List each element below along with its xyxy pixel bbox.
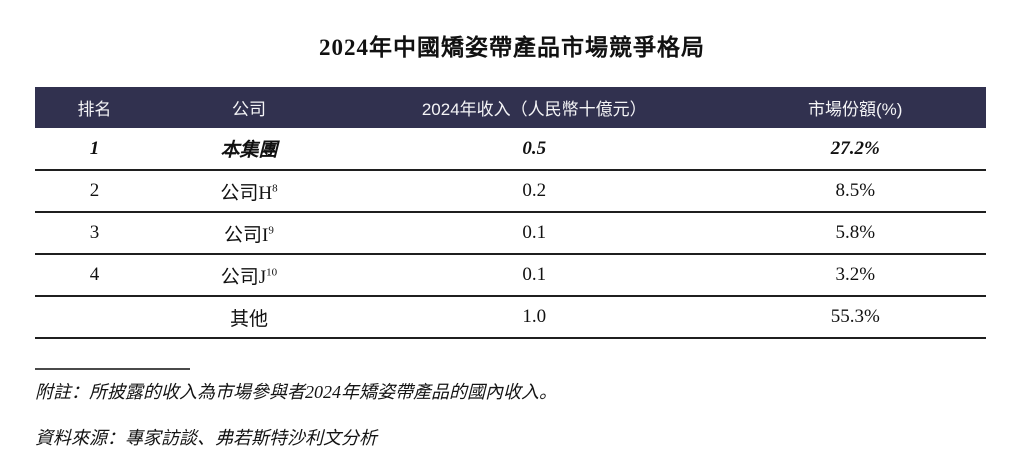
column-header-company: 公司: [153, 87, 345, 128]
footnote-divider: [35, 368, 190, 370]
rank-cell: 4: [35, 254, 154, 297]
revenue-cell: 0.1: [344, 212, 725, 255]
rank-cell: [35, 296, 154, 339]
share-cell: 27.2%: [724, 128, 986, 171]
revenue-cell: 0.2: [344, 170, 725, 213]
column-header-revenue: 2024年收入（人民幣十億元）: [344, 87, 725, 128]
table-header: 排名 公司 2024年收入（人民幣十億元） 市場份額(%): [35, 87, 986, 128]
company-name: 公司J: [220, 266, 267, 288]
revenue-cell: 1.0: [344, 296, 725, 339]
page-title: 2024年中國矯姿帶產品市場競爭格局: [319, 35, 705, 60]
footnote: 附註：所披露的收入為市場參與者2024年矯姿帶產品的國內收入。: [35, 382, 557, 402]
column-header-share: 市場份額(%): [724, 87, 986, 128]
company-footnote-sup: 10: [266, 266, 278, 279]
rank-cell: 3: [35, 212, 154, 255]
company-name: 公司H: [220, 182, 273, 204]
company-cell: 其他: [153, 296, 345, 339]
company-cell: 本集團: [153, 128, 345, 171]
table-row: 3 公司I9 0.1 5.8%: [35, 212, 986, 255]
data-source: 資料來源：專家訪談、弗若斯特沙利文分析: [35, 428, 377, 448]
company-name: 公司I: [224, 224, 269, 246]
share-cell: 8.5%: [724, 170, 986, 213]
rank-cell: 2: [35, 170, 154, 213]
table-row: 4 公司J10 0.1 3.2%: [35, 254, 986, 297]
revenue-cell: 0.1: [344, 254, 725, 297]
company-cell: 公司H8: [153, 170, 345, 213]
company-footnote-sup: 8: [272, 182, 278, 195]
company-name: 本集團: [220, 140, 278, 161]
table-row: 1 本集團 0.5 27.2%: [35, 128, 986, 171]
share-cell: 55.3%: [724, 296, 986, 339]
market-share-table: 排名 公司 2024年收入（人民幣十億元） 市場份額(%) 1 本集團 0.5 …: [35, 87, 986, 339]
company-cell: 公司I9: [153, 212, 345, 255]
company-footnote-sup: 9: [268, 224, 274, 237]
share-cell: 5.8%: [724, 212, 986, 255]
company-cell: 公司J10: [153, 254, 345, 297]
column-header-rank: 排名: [35, 87, 154, 128]
share-cell: 3.2%: [724, 254, 986, 297]
table-row: 2 公司H8 0.2 8.5%: [35, 170, 986, 213]
rank-cell: 1: [35, 128, 154, 171]
table-row: 其他 1.0 55.3%: [35, 296, 986, 339]
company-name: 其他: [229, 308, 268, 330]
revenue-cell: 0.5: [344, 128, 725, 171]
